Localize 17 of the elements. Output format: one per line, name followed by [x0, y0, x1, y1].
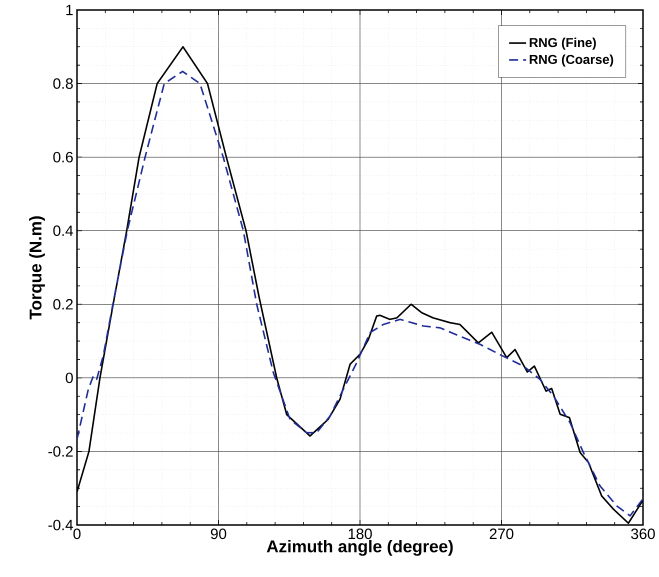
x-tick-label: 360 [631, 528, 655, 540]
x-tick-label: 0 [73, 528, 81, 540]
y-tick-label: 0 [66, 372, 73, 384]
y-axis-title: Torque (N.m) [29, 216, 45, 320]
y-tick-label: 0.2 [53, 298, 73, 310]
x-tick-label: 270 [490, 528, 514, 540]
y-tick-label: 0.6 [53, 152, 73, 162]
x-axis-title: Azimuth angle (degree) [266, 540, 453, 556]
y-tick-label: -0.2 [48, 446, 73, 457]
y-tick-label: 0.8 [53, 78, 73, 89]
legend-label: RNG (Fine) [530, 38, 596, 50]
y-tick-label: 0.4 [53, 225, 74, 236]
x-tick-label: 180 [348, 528, 372, 540]
x-tick-label: 90 [210, 528, 226, 540]
y-tick-label: 1 [66, 4, 73, 16]
legend-label: RNG (Coarse) [530, 54, 614, 67]
y-tick-label: -0.4 [48, 520, 74, 530]
